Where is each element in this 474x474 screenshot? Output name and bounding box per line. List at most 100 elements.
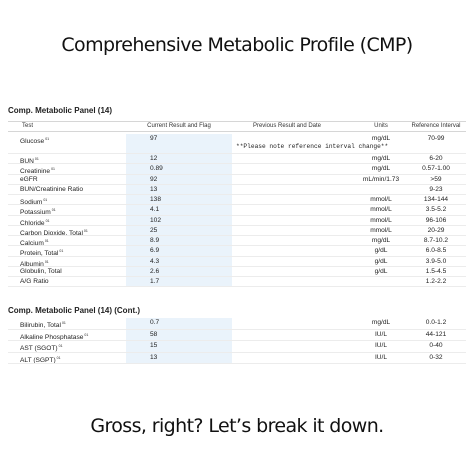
result: 12 [150,155,158,162]
result-shade [126,205,232,215]
footnote-marker: 01 [45,218,50,223]
result-shade [126,164,232,174]
header-rule [8,121,466,122]
test-label: ALT (SGPT) [20,356,56,364]
result-shade [126,277,232,287]
result-shade [126,266,232,276]
units: IU/L [374,330,388,338]
row-rule [8,363,466,365]
result: 8.9 [150,237,160,244]
footnote-marker: 01 [44,259,49,264]
test-name: AST (SGOT)01 [20,341,63,354]
row-rule [8,173,466,175]
result-shade [126,154,232,164]
footnote-marker: 01 [59,249,64,254]
row-rule [8,214,466,216]
reference: 96-106 [425,216,447,224]
header-rule [8,131,466,132]
reference: 134-144 [423,196,449,203]
test-name: Carbon Dioxide, Total01 [20,226,88,239]
test-name: Calcium01 [20,236,49,249]
section-title: Comp. Metabolic Panel (14) (Cont.) [8,306,141,315]
test-label: Bilirubin, Total [20,322,61,330]
test-name: BUN01 [20,154,39,167]
units: mg/dL [371,155,391,162]
footnote-marker: 01 [44,239,49,243]
result: 13 [150,353,158,361]
result-shade [126,246,232,256]
note: **Please note reference interval change*… [236,143,389,150]
result-shade [126,134,232,153]
test-name: Bilirubin, Total01 [20,318,66,331]
units: mg/dL [371,165,391,173]
result: 2.6 [150,267,160,275]
footnote-marker: 01 [51,208,56,213]
column-header: Reference Interval [411,123,461,129]
result: 13 [150,185,158,193]
result: 25 [150,226,158,234]
footnote-marker: 01 [51,167,55,172]
test-label: Carbon Dioxide, Total [20,229,83,237]
result: 4.1 [150,206,160,214]
test-label: BUN [20,158,34,166]
result: 97 [150,135,158,142]
test-name: Creatinine01 [20,164,55,177]
test-label: A/G Ratio [20,278,49,285]
result-shade [126,184,232,194]
reference: 9-23 [429,185,443,193]
result: 0.89 [150,165,163,173]
footnote-marker: 01 [56,355,61,360]
reference: 70-99 [427,135,445,142]
test-label: Creatinine [20,168,51,176]
row-rule [8,255,466,257]
test-label: Globulin, Total [20,267,62,275]
section-title: Comp. Metabolic Panel (14) [8,106,113,115]
reference: 6.0-8.5 [425,247,447,255]
test-name: ALT (SGPT)01 [20,353,61,366]
row-rule [8,183,466,185]
result-shade [126,225,232,235]
caption: Gross, right? Let’s break it down. [90,415,384,437]
row-rule [8,245,466,247]
result-shade [126,318,232,329]
units: g/dL [374,267,388,275]
units: mg/dL [371,319,391,326]
row-rule [8,286,466,288]
column-header: Units [374,123,388,129]
result: 58 [150,330,158,338]
test-label: Potassium [20,209,51,217]
test-name: Sodium01 [20,195,47,208]
test-label: Alkaline Phosphatase [20,333,84,341]
result: 138 [150,196,162,203]
result-shade [126,256,232,266]
result-shade [126,236,232,246]
test-label: Albumin [20,260,44,268]
test-label: Sodium [20,199,43,207]
row-rule [8,340,466,342]
column-header: Current Result and Flag [147,123,211,129]
reference: 3.5-5.2 [425,206,447,214]
test-label: Glucose [20,138,45,146]
result: 92 [150,175,158,183]
units: g/dL [374,247,388,255]
units: IU/L [374,342,388,350]
units: mmol/L [370,206,392,214]
reference: 6-20 [429,155,443,162]
reference: 44-121 [425,330,447,338]
test-name: eGFR [20,175,38,185]
units: g/dL [374,257,388,265]
row-rule [8,194,466,195]
reference: 1.2-2.2 [425,278,447,285]
test-name: Glucose01 [20,134,49,147]
result: 102 [150,216,162,224]
units: mL/min/1.73 [362,175,400,183]
test-name: A/G Ratio [20,277,49,287]
row-rule [8,163,466,165]
reference: 0-32 [429,353,443,361]
test-name: BUN/Creatinine Ratio [20,185,83,195]
result: 6.9 [150,247,160,255]
row-rule [8,235,466,236]
row-rule [8,265,466,267]
units: IU/L [374,353,388,361]
footnote-marker: 01 [45,137,50,141]
